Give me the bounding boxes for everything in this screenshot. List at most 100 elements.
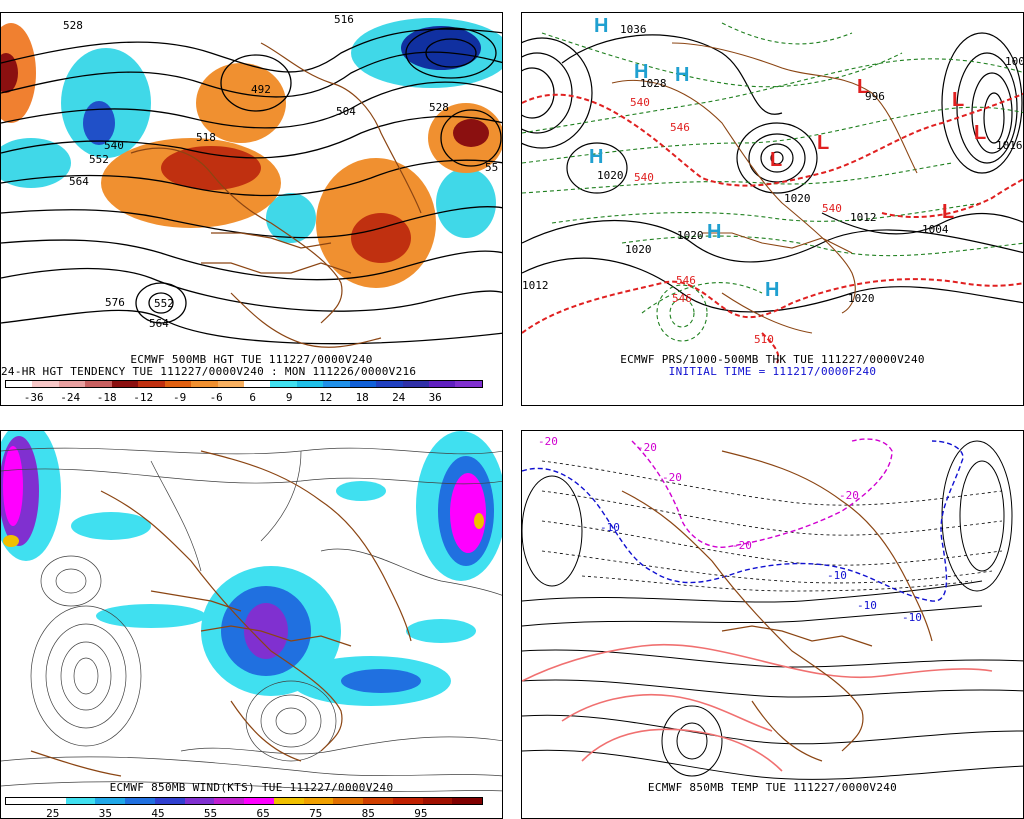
pressure-labels: 1036 1028 1020 1020 1020 1012 1004 996 1… bbox=[522, 23, 1023, 305]
scale-swatch bbox=[32, 381, 59, 387]
scale-swatch bbox=[184, 798, 215, 804]
high-center-marker: H bbox=[634, 61, 648, 83]
scale-label: 95 bbox=[414, 807, 428, 819]
scale-swatch bbox=[111, 381, 139, 387]
caption-500mb: ECMWF 500MB HGT TUE 111227/0000V240 bbox=[130, 353, 373, 366]
negative-tendency-blob bbox=[266, 193, 316, 243]
wind-speed-core bbox=[244, 603, 288, 659]
svg-text:1020: 1020 bbox=[625, 243, 652, 256]
thickness-labels: 540 546 540 540 546 546 510 bbox=[630, 96, 842, 346]
svg-text:546: 546 bbox=[676, 274, 696, 287]
scale-label: -24 bbox=[60, 391, 81, 404]
negative-tendency-core bbox=[83, 101, 115, 145]
map-mslp: H H H H H H L L L L L L 1036 1028 1020 1… bbox=[522, 15, 1023, 364]
scale-label: 18 bbox=[355, 391, 369, 404]
scale-label: -18 bbox=[96, 391, 117, 404]
positive-tendency-core bbox=[161, 146, 261, 190]
scale-swatch bbox=[296, 381, 324, 387]
scale-swatch bbox=[452, 798, 482, 804]
svg-text:-10: -10 bbox=[600, 521, 620, 534]
positive-tendency-core bbox=[1, 53, 18, 93]
svg-text:528: 528 bbox=[429, 101, 449, 114]
isotherm-labels: -20 -20 -20 -20 -20 bbox=[538, 435, 859, 552]
positive-tendency-blob bbox=[196, 63, 286, 143]
high-center-marker: H bbox=[589, 146, 603, 168]
scale-label: 85 bbox=[361, 807, 375, 819]
scale-swatch bbox=[6, 381, 33, 387]
scale-swatch bbox=[349, 381, 377, 387]
wind-speed-core bbox=[341, 669, 421, 693]
scale-label: 65 bbox=[256, 807, 270, 819]
wind-speed-blob bbox=[406, 619, 476, 643]
panel-mslp-thickness: H H H H H H L L L L L L 1036 1028 1020 1… bbox=[521, 12, 1024, 406]
wind-color-scale bbox=[5, 797, 483, 805]
subzero-isotherms bbox=[522, 438, 964, 602]
wind-scale-labels: 25 35 45 55 65 75 85 95 bbox=[5, 807, 483, 819]
wind-speed-peak bbox=[3, 535, 19, 547]
low-center-marker: L bbox=[770, 149, 782, 171]
scale-swatch bbox=[333, 798, 363, 804]
scale-swatch bbox=[138, 381, 165, 387]
thickness-contours bbox=[522, 22, 1023, 342]
map-temp: -20 -20 -20 -20 -20 -10 -10 -10 -10 bbox=[522, 435, 1023, 780]
scale-swatch bbox=[191, 381, 218, 387]
svg-text:564: 564 bbox=[149, 317, 169, 330]
coastlines bbox=[130, 42, 422, 348]
negative-tendency-blob bbox=[436, 168, 496, 238]
low-center-marker: L bbox=[817, 132, 829, 154]
scale-label: 25 bbox=[46, 807, 60, 819]
caption-tendency: 24-HR HGT TENDENCY TUE 111227/0000V240 :… bbox=[1, 365, 417, 378]
svg-text:1016: 1016 bbox=[996, 139, 1023, 152]
scale-swatch bbox=[217, 381, 244, 387]
svg-text:1020: 1020 bbox=[848, 292, 875, 305]
scale-swatch bbox=[392, 798, 423, 804]
svg-text:-20: -20 bbox=[662, 471, 682, 484]
scale-label: -36 bbox=[23, 391, 44, 404]
svg-text:-20: -20 bbox=[732, 539, 752, 552]
scale-swatch bbox=[303, 798, 334, 804]
svg-text:546: 546 bbox=[670, 121, 690, 134]
svg-text:-20: -20 bbox=[839, 489, 859, 502]
wind-speed-core bbox=[450, 473, 486, 553]
scale-swatch bbox=[363, 798, 393, 804]
scale-label: 12 bbox=[319, 391, 333, 404]
svg-text:1012: 1012 bbox=[522, 279, 549, 292]
scale-label: 36 bbox=[428, 391, 442, 404]
tendency-scale-labels: -36 -24 -18 -12 -9 -6 6 9 12 18 24 36 bbox=[5, 391, 483, 405]
svg-text:1012: 1012 bbox=[850, 211, 877, 224]
svg-text:-10: -10 bbox=[857, 599, 877, 612]
scale-swatch bbox=[376, 381, 403, 387]
height-contours-850 bbox=[522, 440, 1023, 780]
svg-text:-20: -20 bbox=[538, 435, 558, 448]
svg-text:540: 540 bbox=[104, 139, 124, 152]
map-wind bbox=[1, 431, 502, 792]
caption-mslp: ECMWF PRS/1000-500MB THK TUE 111227/0000… bbox=[620, 353, 925, 366]
map-500mb: 528 492 518 516 504 528 540 552 564 576 … bbox=[1, 13, 502, 348]
scale-swatch bbox=[58, 381, 86, 387]
high-center-marker: H bbox=[594, 15, 608, 37]
svg-text:996: 996 bbox=[865, 90, 885, 103]
caption-initial-time: INITIAL TIME = 111217/0000F240 bbox=[668, 365, 877, 378]
scale-label: 45 bbox=[151, 807, 165, 819]
positive-tendency-blob bbox=[1, 23, 36, 123]
wind-speed-peak bbox=[474, 513, 484, 529]
scale-label: 35 bbox=[98, 807, 112, 819]
panel-850mb-wind: ECMWF 850MB WIND(KTS) TUE 111227/0000V24… bbox=[0, 430, 503, 819]
wind-speed-core bbox=[3, 446, 23, 526]
svg-text:-10: -10 bbox=[827, 569, 847, 582]
scale-swatch bbox=[125, 798, 155, 804]
positive-tendency-core bbox=[453, 119, 489, 147]
scale-swatch bbox=[244, 798, 274, 804]
svg-text:528: 528 bbox=[63, 19, 83, 32]
svg-text:546: 546 bbox=[672, 292, 692, 305]
scale-label: -12 bbox=[133, 391, 154, 404]
low-center-marker: L bbox=[942, 201, 954, 223]
scale-swatch bbox=[35, 798, 66, 804]
scale-swatch bbox=[95, 798, 125, 804]
panel-500mb-height: 528 492 518 516 504 528 540 552 564 576 … bbox=[0, 12, 503, 406]
positive-tendency-core bbox=[351, 213, 411, 263]
coastlines bbox=[611, 42, 918, 334]
wind-speed-blob bbox=[336, 481, 386, 501]
negative-tendency-core bbox=[401, 26, 481, 70]
svg-text:552: 552 bbox=[154, 297, 174, 310]
